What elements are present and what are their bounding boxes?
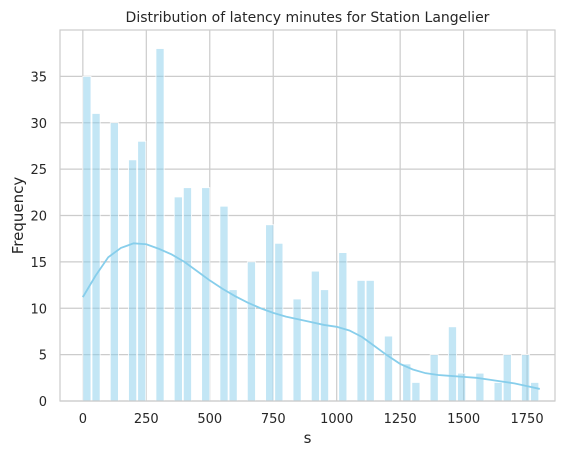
- y-tick-label: 5: [39, 349, 47, 364]
- histogram-bar: [320, 289, 329, 402]
- y-tick-label: 25: [30, 163, 47, 178]
- histogram-bar: [219, 205, 229, 402]
- x-tick-label: 500: [197, 412, 222, 427]
- x-tick-label: 1500: [447, 412, 480, 427]
- histogram-bar: [493, 382, 503, 402]
- histogram-bar: [530, 382, 540, 402]
- histogram-bar: [429, 354, 439, 402]
- histogram-bar: [128, 159, 138, 402]
- chart-title: Distribution of latency minutes for Stat…: [126, 10, 490, 26]
- histogram-bar: [155, 48, 165, 402]
- histogram-bar: [411, 382, 421, 402]
- kde-curve: [82, 242, 540, 390]
- histogram-bar: [447, 326, 457, 402]
- y-tick-label: 10: [30, 302, 47, 317]
- x-tick-label: 1000: [320, 412, 353, 427]
- histogram-bar: [82, 75, 92, 402]
- histogram-bar: [384, 335, 393, 402]
- y-tick-label: 30: [30, 117, 47, 132]
- x-tick-label: 250: [134, 412, 159, 427]
- histogram-bar: [402, 363, 412, 402]
- y-tick-label: 35: [30, 70, 47, 85]
- x-tick-label: 1250: [384, 412, 417, 427]
- histogram-bar: [502, 354, 512, 402]
- histogram-bar: [201, 187, 211, 402]
- histogram-bar: [521, 354, 531, 402]
- y-tick-label: 15: [30, 256, 47, 271]
- x-tick-label: 1750: [511, 412, 544, 427]
- x-tick-label: 750: [261, 412, 286, 427]
- histogram-bar: [310, 270, 320, 402]
- histogram-bar: [228, 289, 238, 402]
- x-axis-label: s: [304, 429, 312, 447]
- histogram-bar: [173, 196, 183, 402]
- histogram-bar: [292, 298, 302, 402]
- histogram-bar: [246, 261, 256, 402]
- histogram-bar: [356, 280, 366, 402]
- histogram-bar: [274, 242, 284, 402]
- y-tick-label: 20: [30, 210, 47, 225]
- x-tick-label: 0: [79, 412, 87, 427]
- histogram-bar: [338, 252, 348, 402]
- histogram-bar: [109, 122, 119, 402]
- histogram-bar: [182, 187, 192, 402]
- histogram-bar: [91, 113, 101, 402]
- y-axis-ticks: 0 5 10 15 20 25 30 35: [30, 70, 47, 410]
- y-tick-label: 0: [39, 395, 47, 410]
- x-axis-ticks: 0 250 500 750 1000 1250 1500 1750: [79, 412, 544, 427]
- plot-frame: [59, 29, 556, 402]
- histogram-bar: [137, 140, 147, 402]
- y-axis-label: Frequency: [9, 177, 27, 255]
